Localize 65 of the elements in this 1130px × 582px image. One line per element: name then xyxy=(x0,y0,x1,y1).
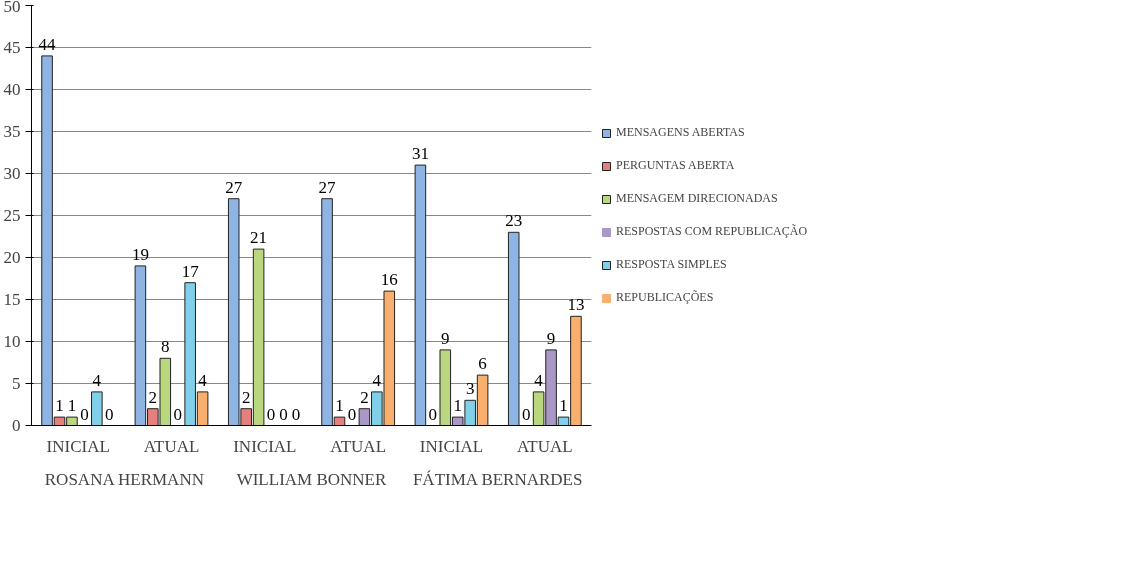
bar xyxy=(507,231,520,426)
data-label: 0 xyxy=(521,404,531,424)
data-label: 1 xyxy=(453,396,462,416)
y-tick-label: 40 xyxy=(3,80,21,99)
data-label: 0 xyxy=(266,404,276,424)
y-tick-label: 15 xyxy=(3,290,21,309)
x-tick-label: INICIAL xyxy=(419,436,484,456)
data-label: 0 xyxy=(80,404,89,424)
y-tick-label: 25 xyxy=(3,206,21,225)
data-label: 0 xyxy=(347,404,357,424)
x-tick-label: ATUAL xyxy=(143,436,200,456)
data-label: 27 xyxy=(318,177,337,197)
data-label: 4 xyxy=(534,370,544,390)
legend-label: RESPOSTA SIMPLES xyxy=(616,257,727,272)
y-tick-label: 30 xyxy=(3,164,21,183)
data-label: 1 xyxy=(335,396,344,416)
data-label: 4 xyxy=(372,370,382,390)
legend-label: MENSAGENS ABERTAS xyxy=(616,125,745,140)
data-label: 0 xyxy=(105,404,114,424)
data-label: 16 xyxy=(380,270,398,290)
x-tick-label: ATUAL xyxy=(516,436,573,456)
data-label: 0 xyxy=(291,404,301,424)
x-tick-label: INICIAL xyxy=(46,436,110,456)
data-label: 4 xyxy=(92,370,102,390)
data-label: 2 xyxy=(241,387,251,407)
y-tick-label: 10 xyxy=(3,332,21,351)
x-tick-label: ATUAL xyxy=(330,436,387,456)
data-label: 44 xyxy=(38,34,57,54)
y-tick-label: 5 xyxy=(12,374,21,393)
legend-label: PERGUNTAS ABERTA xyxy=(616,158,735,173)
data-label: 27 xyxy=(225,177,243,197)
data-label: 1 xyxy=(559,396,568,416)
bar xyxy=(91,391,103,426)
data-label: 6 xyxy=(478,354,487,374)
data-label: 23 xyxy=(505,211,523,231)
data-label: 0 xyxy=(173,404,182,424)
data-label: 2 xyxy=(148,387,158,407)
data-label: 21 xyxy=(250,228,268,248)
data-label: 2 xyxy=(360,387,369,407)
data-label: 1 xyxy=(55,396,64,416)
text: WILLIAM BONNER xyxy=(236,469,387,489)
data-label: 9 xyxy=(441,328,450,348)
data-label: 1 xyxy=(67,396,77,416)
legend-label: RESPOSTAS COM REPUBLICAÇÃO xyxy=(616,224,808,239)
text: ROSANA HERMANN xyxy=(44,469,204,489)
y-tick-label: 20 xyxy=(3,248,21,267)
y-tick-label: 35 xyxy=(3,122,21,141)
data-label: 8 xyxy=(161,337,170,357)
y-tick-label: 0 xyxy=(12,416,21,435)
x-tick-label: INICIAL xyxy=(233,436,297,456)
data-label: 13 xyxy=(567,295,585,315)
data-label: 9 xyxy=(546,328,556,348)
y-tick-label: 50 xyxy=(3,0,21,16)
data-label: 31 xyxy=(411,144,429,164)
data-label: 3 xyxy=(465,379,475,399)
data-label: 4 xyxy=(198,370,208,390)
data-label: 17 xyxy=(181,261,200,281)
y-tick-label: 45 xyxy=(3,38,21,57)
data-label: 19 xyxy=(131,244,149,264)
legend-label: MENSAGEM DIRECIONADAS xyxy=(616,191,778,206)
data-label: 0 xyxy=(428,404,438,424)
legend-label: REPUBLICAÇÕES xyxy=(616,290,714,305)
bar xyxy=(414,164,427,426)
text: FÁTIMA BERNARDES xyxy=(412,469,583,489)
data-label: 0 xyxy=(279,404,288,424)
